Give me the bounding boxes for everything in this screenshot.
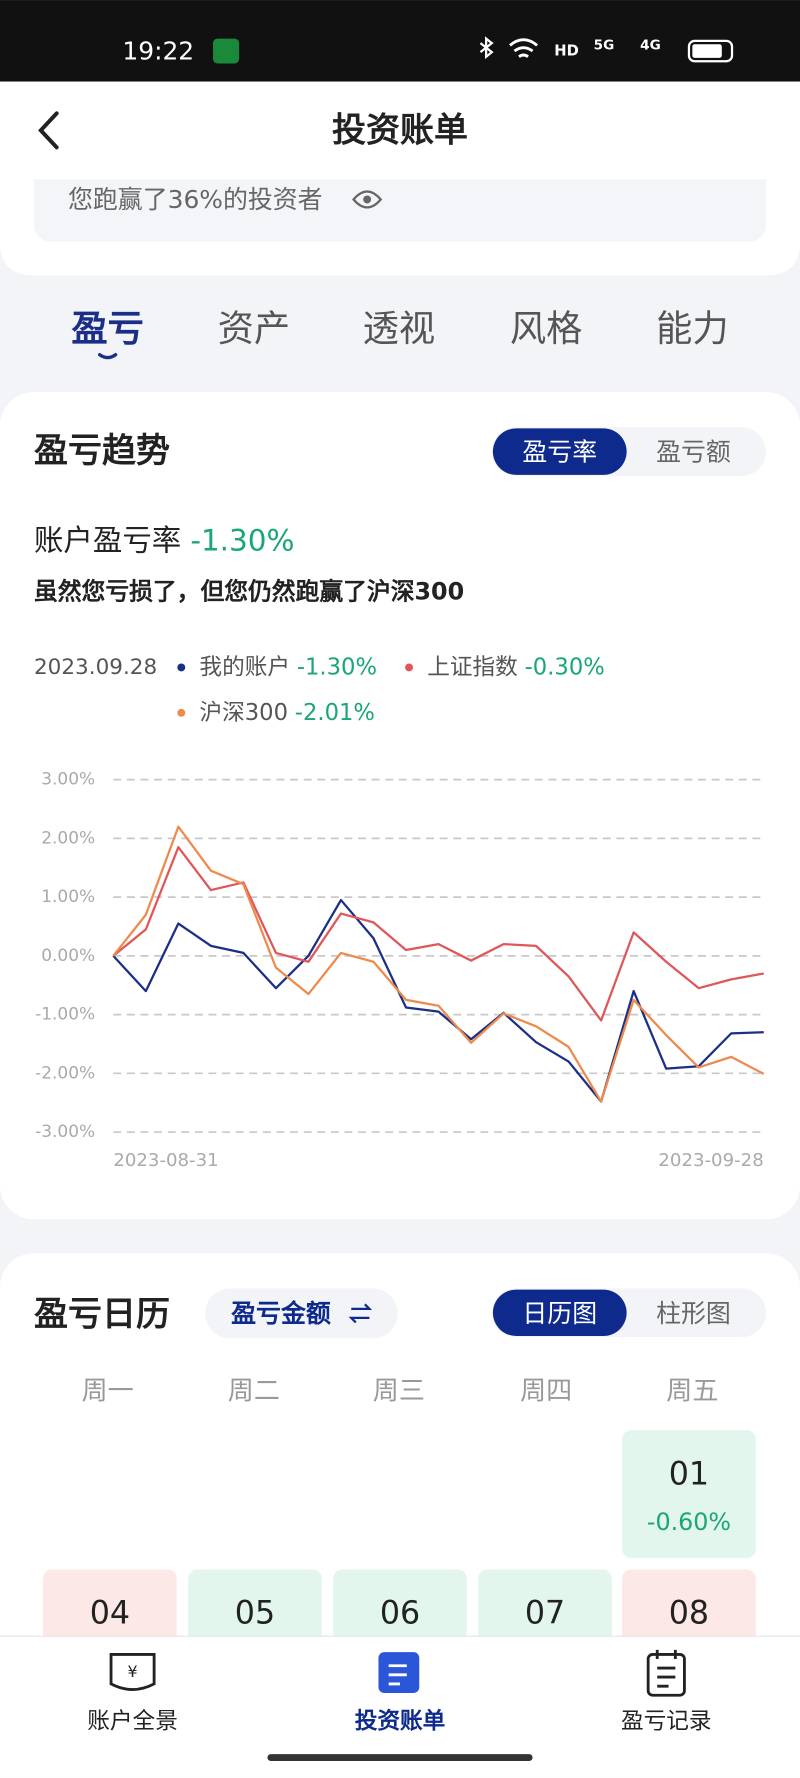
back-button[interactable] <box>38 111 59 150</box>
series-line <box>112 825 765 1103</box>
legend-dot <box>405 663 414 672</box>
toggle-active[interactable] <box>492 428 627 475</box>
weekday: 周一 <box>82 1377 134 1407</box>
home-indicator <box>267 1754 533 1761</box>
legend-entry: 上证指数 -0.30% <box>427 654 605 680</box>
tab[interactable]: 资产 <box>218 307 291 350</box>
day-number: 08 <box>669 1596 709 1632</box>
day-cell[interactable] <box>622 1430 756 1559</box>
wifi-icon <box>509 38 539 58</box>
mode-label[interactable]: 盈亏金额 <box>231 1299 331 1328</box>
message: 虽然您亏损了，但您仍然跑赢了沪深300 <box>34 578 464 606</box>
tab[interactable]: 盈亏 <box>71 307 144 350</box>
y-tick-label: -1.00% <box>35 1005 95 1025</box>
eye-icon[interactable] <box>352 190 383 209</box>
legend-date: 2023.09.28 <box>34 655 157 680</box>
toggle-active[interactable] <box>492 1289 627 1337</box>
y-tick-label: 0.00% <box>41 946 95 966</box>
legend-entry: 沪深300 -2.01% <box>199 700 375 726</box>
weekday: 周四 <box>520 1377 572 1407</box>
trend-card <box>0 392 800 1220</box>
chart: 3.00% 2.00% 1.00% 0.00% -1.00% -2.00% -3.00% 20… <box>35 654 765 1171</box>
nav-label[interactable]: 盈亏记录 <box>621 1708 712 1734</box>
weekday: 周三 <box>373 1377 425 1407</box>
trend-title: 盈亏趋势 <box>34 431 170 471</box>
nav-icon[interactable]: ¥ <box>109 1653 156 1691</box>
mode-pill[interactable] <box>205 1288 398 1339</box>
4g-icon: 4G <box>640 37 661 53</box>
summary-label: 账户盈亏率 <box>34 524 181 558</box>
toggle-option[interactable]: 盈亏额 <box>656 438 731 467</box>
legend-value: -2.01% <box>295 700 375 726</box>
legend-name: 沪深300 <box>199 700 288 726</box>
tab[interactable]: 能力 <box>656 307 729 350</box>
nav-label[interactable]: 投资账单 <box>355 1708 446 1734</box>
day-number: 01 <box>669 1456 709 1492</box>
banner-text: 您跑赢了36%的投资者 <box>68 185 323 214</box>
svg-text:¥: ¥ <box>128 1662 138 1681</box>
clock: 19:22 <box>122 37 194 66</box>
summary-value: -1.30% <box>190 524 294 558</box>
series-line <box>112 846 764 1022</box>
tab-indicator <box>98 353 118 360</box>
legend-dot <box>177 708 186 717</box>
y-tick-label: -3.00% <box>35 1122 95 1142</box>
app-icon <box>213 38 240 64</box>
banner <box>33 158 767 242</box>
day-number: 06 <box>380 1596 420 1632</box>
tab[interactable]: 风格 <box>510 307 583 350</box>
y-tick-label: 1.00% <box>41 887 95 907</box>
nav-label[interactable]: 账户全景 <box>87 1708 178 1734</box>
banner-cut <box>0 158 800 180</box>
swap-icon <box>348 1303 373 1324</box>
weekday: 周二 <box>228 1377 280 1407</box>
y-tick-label: -2.00% <box>35 1063 95 1083</box>
summary: 账户盈亏率 -1.30% <box>34 524 295 558</box>
legend-value: -1.30% <box>297 654 377 680</box>
day-number: 05 <box>235 1596 275 1632</box>
legend-entry: 我的账户 -1.30% <box>199 654 377 680</box>
y-tick-label: 3.00% <box>41 770 95 790</box>
tab[interactable]: 透视 <box>363 307 436 350</box>
legend-name: 我的账户 <box>199 654 290 680</box>
series-line <box>112 898 764 1103</box>
weekday: 周五 <box>666 1377 718 1407</box>
toggle-option[interactable]: 日历图 <box>522 1299 597 1328</box>
hd-icon: HD <box>554 43 579 60</box>
toggle-option[interactable]: 盈亏率 <box>522 438 597 467</box>
nav-icon[interactable] <box>646 1649 686 1697</box>
day-number: 04 <box>90 1596 130 1632</box>
battery <box>687 39 734 63</box>
nav-icon[interactable] <box>378 1652 420 1693</box>
bluetooth-icon <box>479 36 494 60</box>
legend-name: 上证指数 <box>427 654 518 680</box>
status-bar <box>0 0 800 82</box>
page-title: 投资账单 <box>332 110 468 150</box>
y-tick-label: 2.00% <box>41 828 95 848</box>
x-tick-label: 2023-09-28 <box>658 1150 763 1171</box>
battery-level <box>692 44 722 58</box>
day-value: -0.60% <box>647 1508 731 1536</box>
x-tick-label: 2023-08-31 <box>113 1150 218 1171</box>
day-number: 07 <box>525 1596 565 1632</box>
legend-value: -0.30% <box>525 654 605 680</box>
5g-icon: 5G <box>594 37 615 53</box>
legend-dot <box>177 663 186 672</box>
toggle-option[interactable]: 柱形图 <box>656 1299 731 1328</box>
calendar-title: 盈亏日历 <box>34 1294 170 1334</box>
